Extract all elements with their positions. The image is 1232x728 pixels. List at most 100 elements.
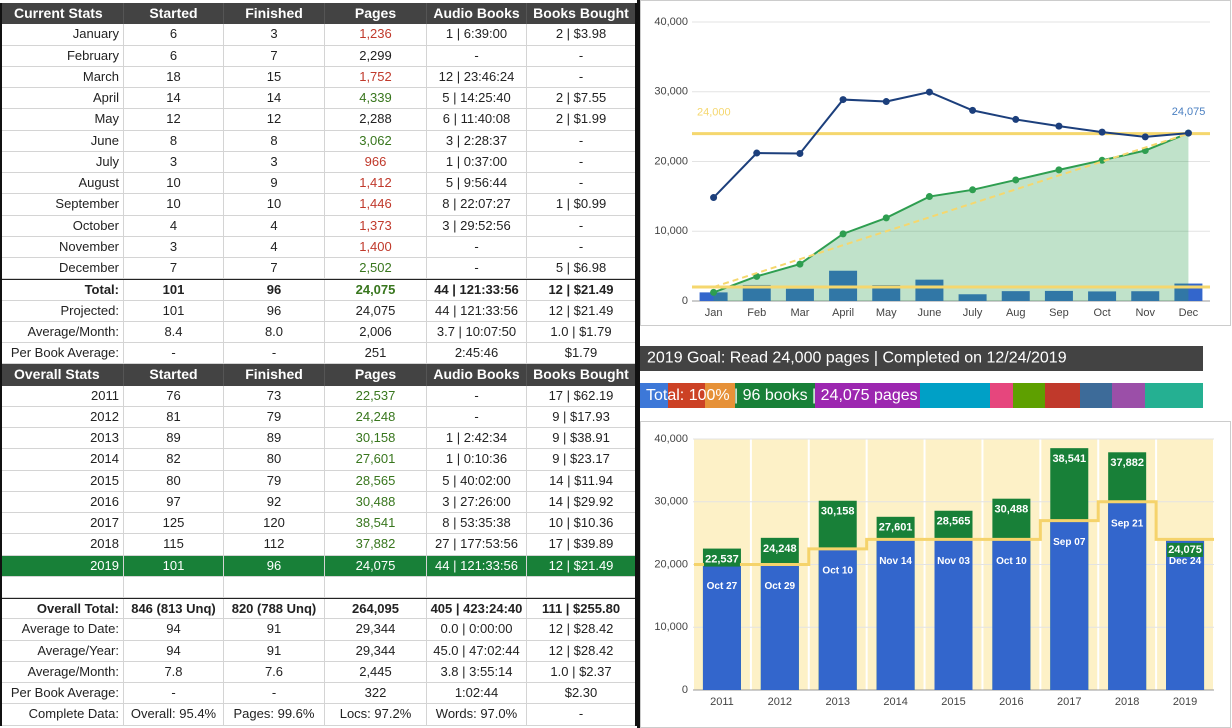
goal-bar <box>702 564 741 690</box>
table-cell: 1 | 2:42:34 <box>427 428 527 449</box>
table-cell: 1 | 0:37:00 <box>427 151 527 172</box>
band <box>1157 439 1213 690</box>
table-row: August 10 9 1,412 5 | 9:56:44 - <box>2 173 635 195</box>
table-cell: 12 <box>224 109 325 130</box>
table-cell: 4 <box>224 236 325 257</box>
table-cell: 8 | 22:07:27 <box>427 194 527 215</box>
dashed-line <box>713 132 1189 289</box>
table-cell: 2 | $7.55 <box>555 90 607 105</box>
x-tick-label: 2015 <box>941 696 965 708</box>
reference-label: 24,000 <box>697 107 731 119</box>
table-cell: 5 | 9:56:44 <box>427 173 527 194</box>
table-cell: Per Book Average: <box>2 343 124 364</box>
data-label: 24,248 <box>763 543 797 555</box>
table-cell <box>224 576 325 597</box>
table-cell: 1.0 | $1.79 <box>550 323 612 339</box>
table-cell: 1 | 0:10:36 <box>427 449 527 470</box>
line <box>713 132 1189 294</box>
table-cell: Average to Date: <box>2 619 124 640</box>
table-cell: 2015 <box>2 470 124 491</box>
table-cell: 89 <box>224 428 325 449</box>
table-cell: 1 | $0.99 <box>555 196 607 212</box>
table-row: Average/Month: 8.4 8.0 2,006 3.7 | 10:07:50 1… <box>2 321 635 343</box>
table-cell: 18 <box>124 66 224 87</box>
data-label: 37,882 <box>1110 457 1144 469</box>
table-cell: 2019 <box>2 555 124 576</box>
table-cell: 4 <box>224 215 325 236</box>
goal-bar <box>876 539 915 690</box>
table-cell: 30,158 <box>325 428 427 449</box>
table-cell: August <box>2 173 124 194</box>
table-row: Complete Data: Overall: 95.4% Pages: 99.6%… <box>2 704 635 726</box>
table-cell: 6 <box>124 45 224 66</box>
header-cell: Overall Stats <box>2 364 124 386</box>
data-label: 38,541 <box>1052 453 1086 465</box>
table-cell: 8 <box>224 130 325 151</box>
total-bar <box>702 548 741 690</box>
table-row: Per Book Average: - -322 1:02:44 $2.30 <box>2 683 635 705</box>
table-cell: 89 <box>124 428 224 449</box>
label-bg <box>1109 456 1146 471</box>
table-cell: 5 | $6.98 <box>555 260 607 275</box>
table-cell: 17 | $39.89 <box>548 536 614 552</box>
y-tick-label: 40,000 <box>654 16 688 28</box>
table-cell: 2012 <box>2 406 124 427</box>
table-cell: 24,075 <box>325 555 427 576</box>
table-cell: 80 <box>124 470 224 491</box>
total-bar <box>1108 452 1147 690</box>
progress-bar <box>640 383 1203 408</box>
table-cell: 9 | $23.17 <box>552 451 610 467</box>
table-cell: 3 <box>124 236 224 257</box>
table-cell: 14 | $29.92 <box>548 493 614 509</box>
header-cell: Started <box>124 3 224 25</box>
table-cell: 28,565 <box>325 470 427 491</box>
table-cell: - <box>427 406 527 427</box>
table-cell: 73 <box>224 385 325 406</box>
table-cell: 24,075 <box>325 280 427 300</box>
table-cell: - <box>578 217 584 233</box>
line <box>712 91 1189 199</box>
data-label: 30,158 <box>821 506 855 518</box>
bar <box>1001 291 1030 301</box>
label-bg <box>1051 452 1088 467</box>
point <box>1141 147 1149 155</box>
table-cell: 1,400 <box>325 236 427 257</box>
data-label: 27,601 <box>879 522 913 534</box>
table-cell: 96 <box>224 280 325 300</box>
date-label: Nov 03 <box>937 556 970 567</box>
table-cell: 2016 <box>2 491 124 512</box>
segment <box>1112 383 1145 408</box>
table-cell: 80 <box>224 449 325 470</box>
data-label: 28,565 <box>937 516 971 528</box>
header-row: Current Stats Started Finished Pages Audio B… <box>2 3 635 25</box>
table-cell: 44 | 121:33:56 <box>427 300 527 321</box>
point <box>1055 122 1063 130</box>
table-cell: 2:45:46 <box>427 343 527 364</box>
table-cell: 5 | 14:25:40 <box>427 88 527 109</box>
x-tick-label: May <box>876 307 897 319</box>
table-cell: 96 <box>224 555 325 576</box>
table-cell: Average/Month: <box>2 321 124 342</box>
table-cell: Overall: 95.4% <box>124 704 224 725</box>
label-bg <box>877 520 914 535</box>
x-tick-label: April <box>832 307 854 319</box>
table-row: Projected: 101 96 24,075 44 | 121:33:56 12 | … <box>2 300 635 322</box>
table-row: Average/Year: 94 91 29,344 45.0 | 47:02:44 12… <box>2 640 635 662</box>
table-cell: - <box>578 153 584 169</box>
x-tick-label: Oct <box>1094 307 1111 319</box>
table-cell: 91 <box>224 640 325 661</box>
table-cell: 1,373 <box>325 215 427 236</box>
table-cell <box>325 576 427 597</box>
label-bg <box>993 502 1030 517</box>
point <box>1184 129 1192 137</box>
table-cell: June <box>2 130 124 151</box>
point <box>1012 115 1020 123</box>
segment <box>668 383 705 408</box>
table-row: April 14 14 4,339 5 | 14:25:40 2 | $7.55 <box>2 88 635 110</box>
segment <box>1045 383 1080 408</box>
table-cell: 1,236 <box>325 24 427 45</box>
table-cell: 12 | 23:46:24 <box>427 66 527 87</box>
table-cell: $1.79 <box>564 345 598 360</box>
segment <box>640 383 668 408</box>
date-label: Oct 10 <box>822 565 853 576</box>
